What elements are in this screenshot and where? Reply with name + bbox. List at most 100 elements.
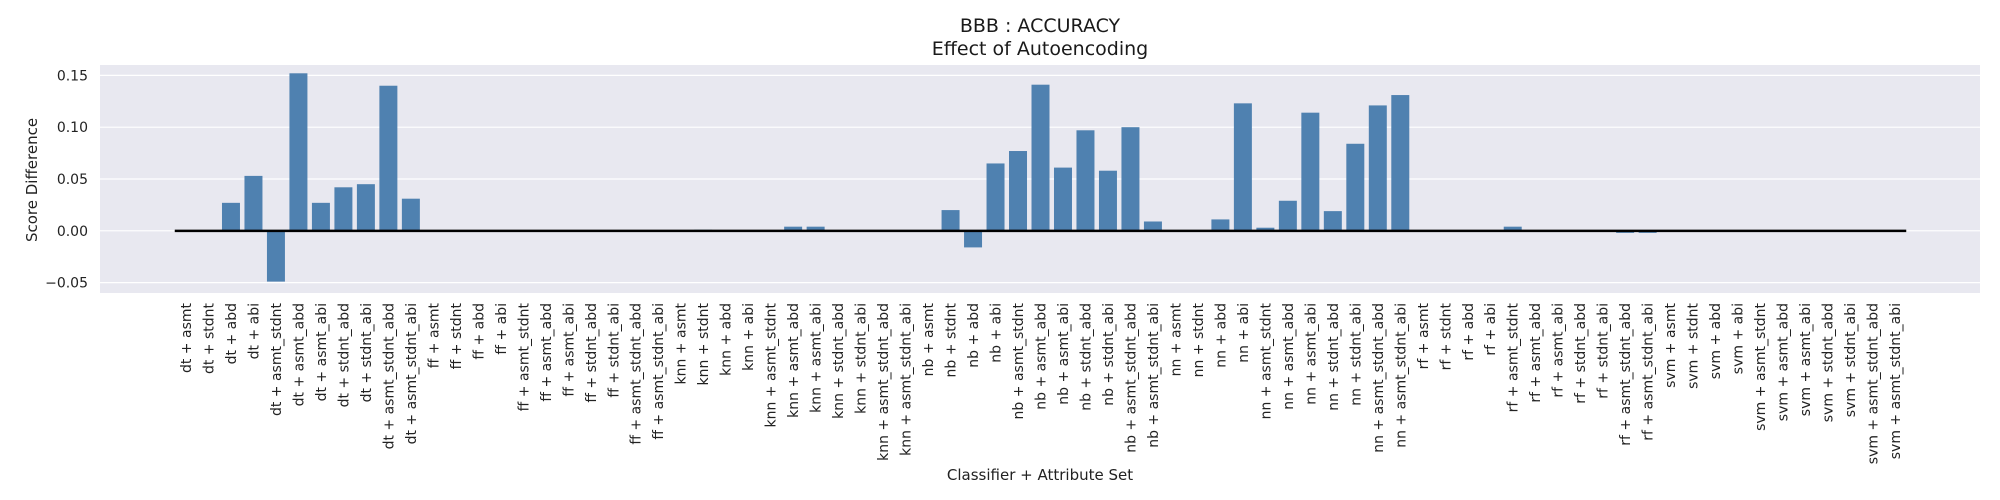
x-tick-label: nn + asmt_abi: [1303, 303, 1319, 405]
y-tick-label: 0.15: [57, 68, 88, 84]
x-tick-label: rf + stdnt: [1438, 303, 1454, 371]
bars: [221, 73, 1657, 282]
y-tick-label: −0.05: [45, 276, 88, 292]
x-tick-label: knn + asmt: [674, 302, 690, 384]
x-tick-label: svm + stdnt_abi: [1843, 303, 1859, 417]
x-tick-label: nn + asmt_abd: [1281, 303, 1297, 410]
bar: [1368, 105, 1387, 231]
x-tick-label: ff + abi: [494, 303, 510, 355]
x-tick-label: dt + stdnt: [201, 302, 217, 374]
bar: [1503, 226, 1522, 231]
x-tick-label: nn + abi: [1236, 303, 1252, 363]
x-tick-label: nn + asmt_stdnt_abd: [1371, 303, 1387, 453]
x-tick-label: dt + abd: [224, 303, 240, 364]
x-tick-label: ff + stdnt_abi: [606, 303, 622, 398]
x-tick-label: nn + asmt: [1168, 303, 1184, 377]
bar: [311, 202, 330, 231]
x-tick-label: svm + asmt_abd: [1776, 303, 1792, 421]
x-tick-label: svm + abd: [1708, 303, 1724, 379]
x-tick-label: nn + stdnt: [1191, 303, 1207, 378]
bar: [1256, 227, 1275, 231]
bar: [401, 198, 420, 231]
x-tick-label: svm + asmt_stdnt: [1753, 303, 1769, 431]
x-tick-label: knn + abd: [719, 303, 735, 376]
x-tick-label: knn + stdnt_abd: [831, 303, 847, 419]
x-tick-label: rf + asmt_stdnt_abd: [1618, 303, 1634, 446]
x-tick-label: ff + asmt_stdnt_abi: [651, 303, 667, 440]
x-tick-label: ff + asmt_stdnt: [516, 302, 532, 411]
x-tick-label: dt + asmt: [179, 302, 195, 373]
x-tick-label: nb + asmt: [921, 302, 937, 376]
x-tick-label: nb + abd: [966, 303, 982, 368]
y-axis-label: Score Difference: [23, 118, 41, 242]
x-tick-label: dt + asmt_stdnt: [269, 302, 285, 416]
bar: [1233, 103, 1252, 231]
y-tick-label: 0.05: [57, 172, 88, 188]
x-tick-label: rf + abi: [1483, 303, 1499, 356]
x-tick-label: ff + stdnt_abd: [584, 303, 600, 403]
bar: [1301, 112, 1320, 231]
x-tick-label: svm + stdnt_abd: [1821, 303, 1837, 422]
x-tick-label: knn + stdnt: [696, 303, 712, 386]
bar: [784, 226, 803, 231]
x-tick-label: dt + asmt_stdnt_abi: [404, 303, 420, 444]
x-tick-label: svm + asmt: [1663, 303, 1679, 388]
bar: [1346, 143, 1365, 231]
bar: [1098, 170, 1117, 231]
x-tick-label: rf + stdnt_abi: [1596, 303, 1612, 399]
x-tick-label: rf + asmt_abd: [1528, 303, 1544, 403]
bar: [1031, 84, 1050, 231]
bar: [221, 202, 240, 231]
x-tick-label: nb + asmt_abi: [1056, 303, 1072, 405]
x-tick-label: rf + asmt_abi: [1551, 303, 1567, 398]
x-tick-label: knn + asmt_stdnt: [764, 303, 780, 428]
x-tick-label: rf + stdnt_abd: [1573, 303, 1589, 404]
y-tick-label: 0.10: [57, 120, 88, 136]
x-tick-label: knn + abi: [741, 303, 757, 371]
x-axis-label: Classifier + Attribute Set: [947, 466, 1133, 484]
x-tick-label: ff + asmt_abd: [539, 303, 555, 402]
bar: [1121, 127, 1140, 231]
x-tick-label: rf + asmt_stdnt_abi: [1641, 303, 1657, 441]
x-tick-label: nn + asmt_stdnt: [1258, 303, 1274, 420]
x-tick-label: nb + asmt_stdnt_abd: [1123, 303, 1139, 453]
x-tick-label: dt + abi: [246, 303, 262, 359]
x-tick-label: rf + asmt_stdnt: [1506, 303, 1522, 413]
bar: [1053, 167, 1072, 231]
x-tick-label: dt + asmt_abi: [314, 303, 330, 401]
x-tick-label: ff + asmt_abi: [561, 303, 577, 397]
x-tick-label: knn + asmt_abd: [786, 303, 802, 418]
x-tick-label: knn + stdnt_abi: [854, 303, 870, 414]
bar: [289, 73, 308, 231]
bar: [1391, 95, 1410, 231]
x-tick-label: nb + stdnt: [944, 303, 960, 378]
x-tick-label: nb + stdnt_abd: [1078, 303, 1094, 411]
x-tick-label: dt + stdnt_abd: [336, 303, 352, 407]
y-axis-ticks: −0.05 0.00 0.05 0.10 0.15: [45, 68, 88, 291]
bar: [1009, 151, 1028, 231]
x-tick-label: nb + asmt_abd: [1034, 303, 1050, 410]
x-tick-label: nb + abi: [989, 303, 1005, 363]
x-tick-label: ff + asmt_stdnt_abd: [629, 303, 645, 445]
x-tick-label: nb + asmt_stdnt: [1011, 303, 1027, 420]
y-tick-label: 0.00: [57, 224, 88, 240]
bar: [1278, 200, 1297, 231]
bar: [806, 226, 825, 231]
x-tick-label: rf + abd: [1461, 303, 1477, 361]
bar: [964, 230, 983, 248]
x-tick-label: nn + stdnt_abi: [1348, 303, 1364, 406]
x-tick-label: nn + stdnt_abd: [1326, 303, 1342, 411]
x-tick-label: rf + asmt: [1416, 303, 1432, 370]
chart-title: BBB : ACCURACY: [960, 15, 1121, 37]
bar: [941, 210, 960, 231]
x-tick-label: nb + stdnt_abi: [1101, 303, 1117, 406]
x-tick-label: nb + asmt_stdnt_abi: [1146, 303, 1162, 448]
x-tick-label: svm + stdnt: [1686, 303, 1702, 389]
bar: [379, 85, 398, 231]
x-axis-ticks: dt + asmt dt + stdnt dt + abd dt + abi dt + …: [179, 302, 1904, 464]
x-tick-label: ff + asmt: [426, 302, 442, 368]
bar: [986, 163, 1005, 231]
bar: [244, 175, 263, 231]
bar: [266, 230, 285, 282]
x-tick-label: svm + asmt_abi: [1798, 303, 1814, 416]
